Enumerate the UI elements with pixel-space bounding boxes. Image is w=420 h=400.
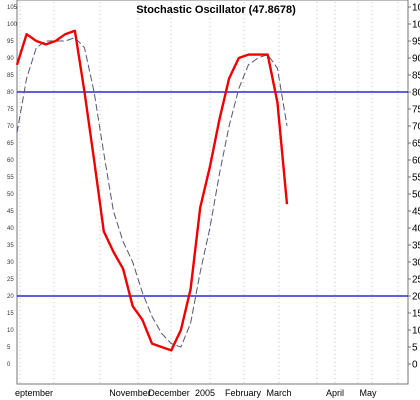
y-tick-left: 25 xyxy=(7,277,14,283)
y-tick-right: 80 xyxy=(412,88,420,99)
y-tick-right: 100 xyxy=(412,20,420,31)
series-group xyxy=(15,29,289,352)
y-tick-right: 10 xyxy=(412,326,420,337)
y-tick-left: 5 xyxy=(7,345,11,351)
y-tick-right: 35 xyxy=(412,241,420,252)
y-tick-right: 5 xyxy=(412,343,418,354)
y-tick-right: 95 xyxy=(412,37,420,48)
y-tick-right: 75 xyxy=(412,105,420,116)
stochastic-d-line xyxy=(16,37,288,348)
x-tick-label: eptember xyxy=(15,388,53,398)
y-tick-left: 85 xyxy=(7,73,14,79)
reference-lines xyxy=(17,91,408,297)
x-tick-label: May xyxy=(359,388,377,398)
y-tick-left: 10 xyxy=(7,328,14,334)
x-tick-label: March xyxy=(266,388,291,398)
y-tick-right: 40 xyxy=(412,224,420,235)
y-tick-left: 15 xyxy=(7,311,14,317)
y-tick-right: 25 xyxy=(412,275,420,286)
y-tick-left: 0 xyxy=(7,362,11,368)
y-tick-right: 15 xyxy=(412,309,420,320)
y-tick-left: 30 xyxy=(7,260,14,266)
y-tick-left: 40 xyxy=(7,226,14,232)
y-tick-right: 90 xyxy=(412,54,420,65)
y-tick-right: 45 xyxy=(412,207,420,218)
x-tick-label: April xyxy=(326,388,344,398)
y-tick-left: 50 xyxy=(7,192,14,198)
y-tick-left: 70 xyxy=(7,124,14,130)
y-tick-right: 55 xyxy=(412,173,420,184)
y-tick-left: 100 xyxy=(7,22,18,28)
y-tick-right: 50 xyxy=(412,190,420,201)
y-tick-right: 0 xyxy=(412,360,418,371)
y-tick-left: 105 xyxy=(7,5,18,11)
y-tick-left: 95 xyxy=(7,39,14,45)
y-tick-left: 90 xyxy=(7,56,14,62)
y-tick-right: 70 xyxy=(412,122,420,133)
y-tick-left: 45 xyxy=(7,209,14,215)
y-tick-left: 65 xyxy=(7,141,14,147)
plot-area xyxy=(16,0,409,385)
y-axis-left: 0 5 10 15 20 25 30 35 40 45 50 55 60 65 70 75 80 85 90 95 10… xyxy=(7,5,18,368)
y-tick-left: 35 xyxy=(7,243,14,249)
y-tick-right: 60 xyxy=(412,156,420,167)
y-tick-left: 55 xyxy=(7,175,14,181)
y-tick-right: 20 xyxy=(412,292,420,303)
x-tick-label: November xyxy=(109,388,151,398)
y-tick-right: 65 xyxy=(412,139,420,150)
y-tick-left: 20 xyxy=(7,294,14,300)
x-tick-label: December xyxy=(148,388,190,398)
y-tick-left: 80 xyxy=(7,90,14,96)
y-tick-right: 105 xyxy=(412,3,420,14)
x-tick-label: 2005 xyxy=(195,388,215,398)
y-tick-right: 30 xyxy=(412,258,420,269)
chart-title: Stochastic Oscillator (47.8678) xyxy=(136,4,296,16)
stochastic-k-line xyxy=(15,29,289,352)
y-tick-left: 60 xyxy=(7,158,14,164)
x-tick-label: February xyxy=(225,388,262,398)
y-tick-right: 85 xyxy=(412,71,420,82)
y-axis-right: 0 5 10 15 20 25 30 35 40 45 50 55 60 65 70 75 80 85 90 95 10… xyxy=(408,3,420,371)
y-tick-left: 75 xyxy=(7,107,14,113)
